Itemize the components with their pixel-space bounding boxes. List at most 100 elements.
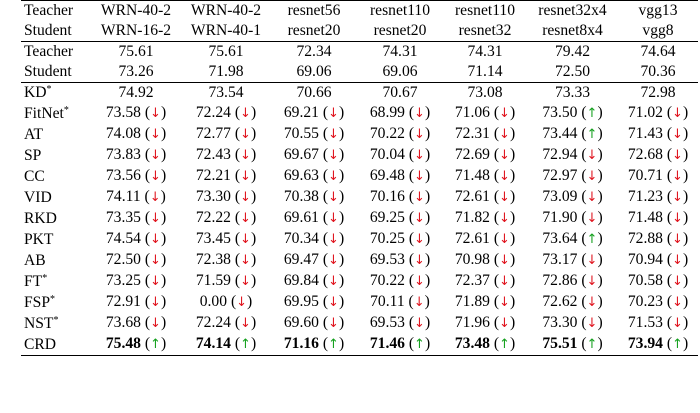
method-name: FSP bbox=[24, 293, 51, 311]
paren-open: ( bbox=[144, 188, 150, 205]
paren-open: ( bbox=[234, 272, 241, 289]
paren-close: ) bbox=[682, 272, 689, 289]
accuracy-value: 70.66 bbox=[296, 84, 332, 101]
arrow-down-icon: ↓ bbox=[672, 316, 683, 331]
result-cell: 72.37 (↓) bbox=[443, 271, 527, 292]
arrow-down-icon: ↓ bbox=[499, 127, 510, 142]
arrow-down-icon: ↓ bbox=[672, 127, 683, 142]
column-header-student: WRN-40-1 bbox=[190, 22, 262, 39]
arrow-down-icon: ↓ bbox=[499, 148, 510, 163]
result-cell: 69.21 (↓) bbox=[271, 103, 357, 124]
paren-open: ( bbox=[581, 104, 587, 121]
accuracy-value: 71.59 bbox=[195, 272, 231, 289]
method-name-cell: CRD bbox=[21, 334, 91, 356]
paren-close: ) bbox=[250, 335, 257, 352]
accuracy-value: 69.25 bbox=[369, 209, 405, 226]
paren-close: ) bbox=[597, 146, 603, 163]
result-cell: 71.90 (↓) bbox=[527, 208, 618, 229]
accuracy-value: 73.25 bbox=[105, 272, 141, 289]
paren-open: ( bbox=[322, 272, 329, 289]
accuracy-value: 72.24 bbox=[195, 314, 231, 331]
result-cell: 71.46 (↑) bbox=[357, 334, 443, 356]
arrow-down-icon: ↓ bbox=[499, 274, 510, 289]
result-cell: 71.96 (↓) bbox=[443, 313, 527, 334]
paren-open: ( bbox=[322, 293, 329, 310]
accuracy-value: 69.48 bbox=[369, 167, 405, 184]
result-cell: 71.89 (↓) bbox=[443, 292, 527, 313]
paren-open: ( bbox=[666, 188, 673, 205]
paren-open: ( bbox=[666, 314, 673, 331]
paren-close: ) bbox=[424, 314, 431, 331]
method-name: AT bbox=[24, 125, 44, 143]
accuracy-value: 74.92 bbox=[118, 84, 154, 101]
result-cell: 72.50 (↓) bbox=[91, 250, 181, 271]
method-name: FitNet bbox=[24, 104, 64, 122]
header-row-student: Student WRN-16-2 WRN-40-1 resnet20 resnet20 r… bbox=[21, 21, 698, 42]
paren-open: ( bbox=[144, 293, 151, 310]
accuracy-value: 70.71 bbox=[627, 167, 663, 184]
paren-close: ) bbox=[250, 146, 257, 163]
result-cell: 69.47 (↓) bbox=[271, 250, 357, 271]
paren-open: ( bbox=[493, 314, 500, 331]
accuracy-value: 70.55 bbox=[283, 125, 319, 142]
arrow-down-icon: ↓ bbox=[150, 253, 161, 268]
paren-open: ( bbox=[322, 167, 329, 184]
paren-close: ) bbox=[682, 314, 689, 331]
method-row: FitNet* 73.58 (↓) 72.24 (↓) 69.21 (↓) 68.99 … bbox=[21, 103, 698, 124]
paren-open: ( bbox=[144, 314, 151, 331]
arrow-down-icon: ↓ bbox=[240, 106, 251, 121]
result-cell: 71.59 (↓) bbox=[181, 271, 271, 292]
paren-open: ( bbox=[581, 167, 587, 184]
paren-close: ) bbox=[509, 125, 516, 142]
result-cell: 73.58 (↓) bbox=[91, 103, 181, 124]
result-cell: 73.25 (↓) bbox=[91, 271, 181, 292]
method-name: NST bbox=[24, 314, 54, 332]
accuracy-value: 72.98 bbox=[640, 84, 676, 101]
accuracy-value: 73.48 bbox=[454, 335, 490, 352]
method-name-cell: KD* bbox=[21, 82, 91, 103]
paren-open: ( bbox=[666, 125, 673, 142]
result-cell: 70.25 (↓) bbox=[357, 229, 443, 250]
result-cell: 70.11 (↓) bbox=[357, 292, 443, 313]
result-cell: 74.92 bbox=[91, 82, 181, 103]
method-row: CRD 75.48 (↑) 74.14 (↑) 71.16 (↑) 71.46 (↑) 7… bbox=[21, 334, 698, 356]
accuracy-value: 73.30 bbox=[195, 188, 231, 205]
result-cell: 72.22 (↓) bbox=[181, 208, 271, 229]
paren-close: ) bbox=[682, 104, 689, 121]
method-name: PKT bbox=[24, 230, 54, 248]
accuracy-value: 72.22 bbox=[195, 209, 231, 226]
arrow-down-icon: ↓ bbox=[240, 211, 251, 226]
arrow-down-icon: ↓ bbox=[672, 295, 683, 310]
paren-open: ( bbox=[234, 104, 241, 121]
arrow-down-icon: ↓ bbox=[499, 253, 510, 268]
accuracy-value: 72.69 bbox=[454, 146, 490, 163]
result-cell: 73.68 (↓) bbox=[91, 313, 181, 334]
result-cell: 70.55 (↓) bbox=[271, 124, 357, 145]
result-cell: 74.08 (↓) bbox=[91, 124, 181, 145]
arrow-down-icon: ↓ bbox=[414, 211, 425, 226]
paren-close: ) bbox=[250, 188, 257, 205]
arrow-down-icon: ↓ bbox=[149, 190, 161, 205]
accuracy-value: 72.86 bbox=[542, 272, 578, 289]
arrow-up-icon: ↑ bbox=[672, 337, 683, 352]
result-cell: 69.61 (↓) bbox=[271, 208, 357, 229]
paren-close: ) bbox=[160, 146, 167, 163]
accuracy-value: 73.35 bbox=[105, 209, 141, 226]
result-cell: 73.09 (↓) bbox=[527, 187, 618, 208]
accuracy-value: 71.02 bbox=[627, 104, 663, 121]
paren-open: ( bbox=[144, 335, 151, 352]
asterisk-marker: * bbox=[63, 104, 69, 116]
arrow-down-icon: ↓ bbox=[240, 253, 251, 268]
accuracy-value: 70.34 bbox=[283, 230, 319, 247]
baseline-row: Teacher 75.61 75.61 72.34 74.31 74.31 79.42 74.… bbox=[21, 41, 698, 62]
paren-open: ( bbox=[144, 146, 151, 163]
paren-close: ) bbox=[338, 293, 345, 310]
accuracy-value: 73.64 bbox=[542, 230, 578, 247]
paren-open: ( bbox=[144, 104, 151, 121]
result-cell: 72.97 (↓) bbox=[527, 166, 618, 187]
paren-open: ( bbox=[322, 314, 329, 331]
result-cell: 72.77 (↓) bbox=[181, 124, 271, 145]
column-header-teacher: WRN-40-2 bbox=[181, 0, 271, 21]
result-cell: 69.95 (↓) bbox=[271, 292, 357, 313]
arrow-down-icon: ↓ bbox=[586, 190, 598, 205]
